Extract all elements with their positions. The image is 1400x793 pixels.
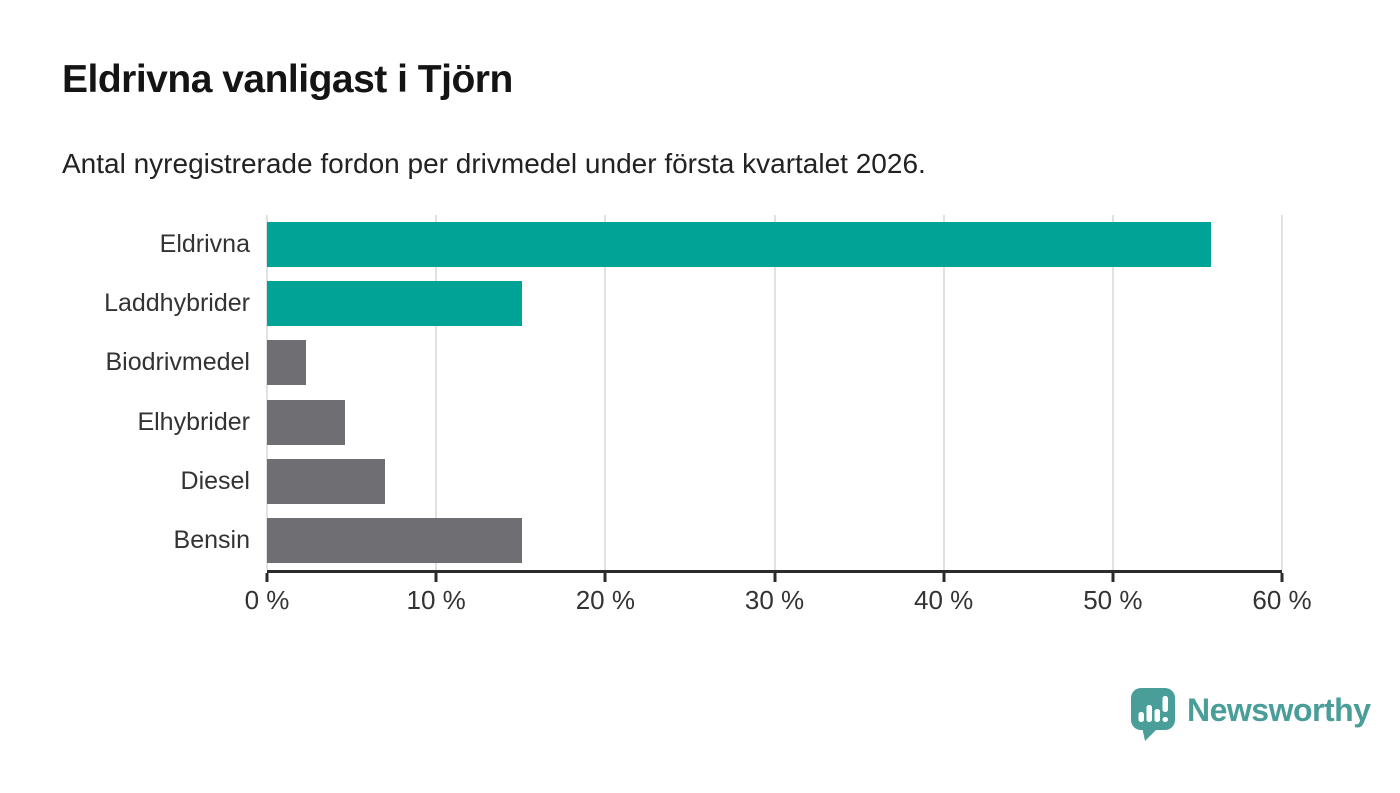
- x-axis-tick-label-60: 60 %: [1252, 585, 1312, 615]
- x-axis-tick-60: [1280, 573, 1284, 582]
- x-axis-tick-20: [603, 573, 607, 582]
- gridline-60-percent: [1281, 215, 1283, 570]
- x-axis-tick-50: [1111, 573, 1115, 582]
- newsworthy-logo-text: Newsworthy: [1187, 692, 1371, 728]
- category-label-elhybrider: Elhybrider: [137, 407, 250, 436]
- chart-subtitle: Antal nyregistrerade fordon per drivmede…: [62, 148, 926, 179]
- gridline-20-percent: [604, 215, 607, 570]
- bar-eldrivna: [267, 222, 1211, 268]
- category-label-biodrivmedel: Biodrivmedel: [105, 348, 250, 377]
- gridline-40-percent: [942, 215, 945, 570]
- newsworthy-logo: Newsworthy: [1131, 688, 1371, 741]
- category-label-laddhybrider: Laddhybrider: [104, 289, 250, 318]
- category-label-diesel: Diesel: [180, 466, 250, 495]
- gridline-50-percent: [1111, 215, 1114, 570]
- chart-title: Eldrivna vanligast i Tjörn: [62, 58, 513, 101]
- x-axis-tick-label-30: 30 %: [744, 585, 805, 615]
- bar-bensin: [267, 517, 523, 563]
- bar-biodrivmedel: [267, 340, 306, 386]
- x-axis-tick-label-50: 50 %: [1083, 585, 1143, 615]
- newsworthy-bar-chart-speech-bubble-icon: [1131, 688, 1175, 741]
- bar-diesel: [267, 458, 386, 504]
- x-axis-tick-label-40: 40 %: [914, 585, 974, 615]
- x-axis-tick-40: [942, 573, 946, 582]
- category-label-eldrivna: Eldrivna: [159, 230, 250, 259]
- gridline-0-percent: [266, 215, 268, 570]
- bar-chart-plot-area: Eldrivna Laddhybrider Biodrivmedel Elhybrid…: [104, 215, 1312, 615]
- category-label-bensin: Bensin: [173, 525, 250, 554]
- x-axis-line: [267, 570, 1282, 573]
- gridline-30-percent: [773, 215, 776, 570]
- x-axis-tick-0: [265, 573, 269, 582]
- bar-elhybrider: [267, 399, 345, 445]
- bar-laddhybrider: [267, 281, 523, 327]
- gridline-10-percent: [435, 215, 438, 570]
- x-axis-tick-label-10: 10 %: [406, 585, 466, 615]
- x-axis-tick-10: [434, 573, 438, 582]
- x-axis-tick-label-20: 20 %: [575, 585, 635, 615]
- x-axis-tick-30: [773, 573, 776, 582]
- x-axis-tick-label-0: 0 %: [244, 585, 290, 615]
